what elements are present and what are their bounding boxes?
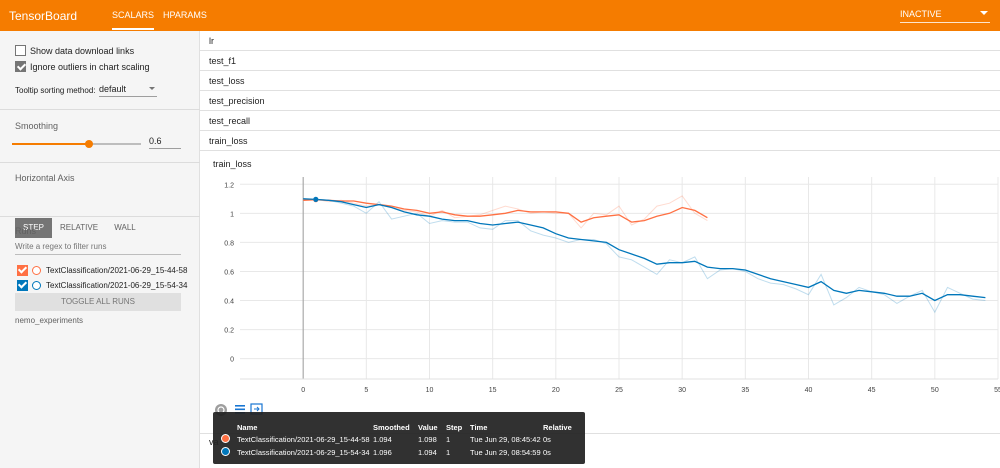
tag-row-train-loss[interactable]: train_loss (200, 131, 1000, 151)
series-raw-line (303, 198, 986, 314)
y-tick-label: 0.4 (224, 299, 234, 306)
x-tick-label: 45 (868, 387, 876, 394)
tooltip-cell-step: 1 (446, 435, 451, 444)
tooltip-cell-value: 1.094 (418, 448, 437, 457)
show-download-checkbox[interactable] (15, 45, 26, 56)
x-tick-label: 15 (489, 387, 497, 394)
x-tick-label: 0 (301, 387, 305, 394)
top-bar: TensorBoard SCALARS HPARAMS INACTIVE (0, 0, 1000, 31)
divider (0, 216, 200, 217)
smoothing-slider[interactable] (12, 140, 141, 148)
hover-point (313, 196, 319, 202)
tooltip-header-time: Time (470, 423, 488, 432)
ignore-outliers-checkbox[interactable] (15, 61, 26, 72)
runs-label: Runs (15, 226, 37, 236)
chart-title: train_loss (213, 159, 252, 169)
tooltip-cell-name: TextClassification/2021-06-29_15-54-34 (237, 448, 370, 457)
x-tick-label: 50 (931, 387, 939, 394)
y-tick-label: 0 (230, 357, 234, 364)
tooltip-cell-smoothed: 1.094 (373, 435, 392, 444)
y-tick-label: 0.8 (224, 240, 234, 247)
run-checkbox[interactable] (17, 280, 28, 291)
x-tick-label: 40 (805, 387, 813, 394)
chevron-down-icon (980, 11, 988, 15)
x-tick-label: 30 (678, 387, 686, 394)
tooltip-cell-step: 1 (446, 448, 451, 457)
x-tick-label: 5 (364, 387, 368, 394)
tooltip-cell-smoothed: 1.096 (373, 448, 392, 457)
run-status-value: INACTIVE (900, 9, 942, 19)
toggle-all-runs-button[interactable]: TOGGLE ALL RUNS (15, 293, 181, 311)
tooltip-header-smoothed: Smoothed (373, 423, 410, 432)
options-section: Show data download links Ignore outliers… (0, 31, 200, 110)
logdir-label: nemo_experiments (15, 316, 84, 325)
smoothing-input[interactable]: 0.6 (149, 136, 181, 149)
ignore-outliers-label: Ignore outliers in chart scaling (30, 62, 150, 72)
x-tick-label: 20 (552, 387, 560, 394)
tab-scalars[interactable]: SCALARS (112, 10, 155, 30)
tooltip-sorting-select[interactable]: default (99, 84, 157, 97)
tag-row-test-f1[interactable]: test_f1 (200, 51, 1000, 71)
axis-wall-button[interactable]: WALL (114, 223, 136, 232)
tooltip-sorting-label: Tooltip sorting method: (15, 86, 96, 95)
run-label: TextClassification/2021-06-29_15-44-58 (46, 266, 188, 275)
run-color-swatch[interactable] (32, 281, 41, 290)
tag-row-test-precision[interactable]: test_precision (200, 91, 1000, 111)
x-tick-label: 35 (741, 387, 749, 394)
x-tick-label: 25 (615, 387, 623, 394)
chevron-down-icon (149, 87, 155, 90)
axis-step-button[interactable]: STEP (15, 218, 52, 238)
smoothing-slider-fill (12, 143, 90, 145)
tooltip-header-name: Name (237, 423, 258, 432)
app-title: TensorBoard (9, 9, 78, 23)
divider (0, 162, 200, 163)
tooltip-cell-time: Tue Jun 29, 08:54:59 (470, 448, 541, 457)
y-tick-label: 1.2 (224, 182, 234, 189)
smoothing-slider-thumb[interactable] (85, 140, 94, 148)
y-tick-label: 0.6 (224, 269, 234, 276)
tooltip-cell-relative: 0s (543, 435, 551, 444)
y-tick-label: 0.2 (224, 328, 234, 335)
tooltip-cell-relative: 0s (543, 448, 551, 457)
tab-hparams[interactable]: HPARAMS (163, 10, 207, 20)
tag-row-test-loss[interactable]: test_loss (200, 71, 1000, 91)
runs-filter-input[interactable]: Write a regex to filter runs (15, 242, 181, 255)
tooltip-cell-time: Tue Jun 29, 08:45:42 (470, 435, 541, 444)
divider (200, 433, 1000, 434)
tooltip-cell-name: TextClassification/2021-06-29_15-44-58 (237, 435, 370, 444)
tooltip-header-relative: Relative (543, 423, 572, 432)
run-checkbox[interactable] (17, 265, 28, 276)
series-smoothed-line (303, 199, 708, 223)
run-color-swatch[interactable] (32, 266, 41, 275)
run-status-select[interactable]: INACTIVE (900, 9, 990, 23)
tooltip-run-swatch (221, 434, 230, 443)
y-tick-label: 1 (230, 211, 234, 218)
smoothing-label: Smoothing (15, 121, 59, 131)
tag-row-test-recall[interactable]: test_recall (200, 111, 1000, 131)
axis-relative-button[interactable]: RELATIVE (59, 223, 99, 232)
tooltip-header-value: Value (418, 423, 438, 432)
x-tick-label: 10 (426, 387, 434, 394)
show-download-label: Show data download links (30, 46, 135, 56)
sidebar: Show data download links Ignore outliers… (0, 31, 200, 468)
tooltip-cell-value: 1.098 (418, 435, 437, 444)
x-tick-label: 55 (994, 387, 1000, 394)
tooltip-header-step: Step (446, 423, 463, 432)
tooltip-sorting-value: default (99, 84, 127, 94)
tooltip-run-swatch (221, 447, 230, 456)
tag-row-lr[interactable]: lr (200, 31, 1000, 51)
main-content: lr test_f1 test_loss test_precision test… (200, 31, 1000, 468)
train-loss-chart[interactable]: 0 0.2 0.4 0.6 0.8 1 1.2 0 5 10 15 20 25 30 35 40 45 50 55 (200, 171, 1000, 403)
horizontal-axis-label: Horizontal Axis (15, 173, 75, 183)
series-smoothed-line (303, 198, 986, 302)
run-label: TextClassification/2021-06-29_15-54-34 (46, 281, 188, 290)
chart-tooltip: Name Smoothed Value Step Time Relative T… (213, 412, 585, 464)
